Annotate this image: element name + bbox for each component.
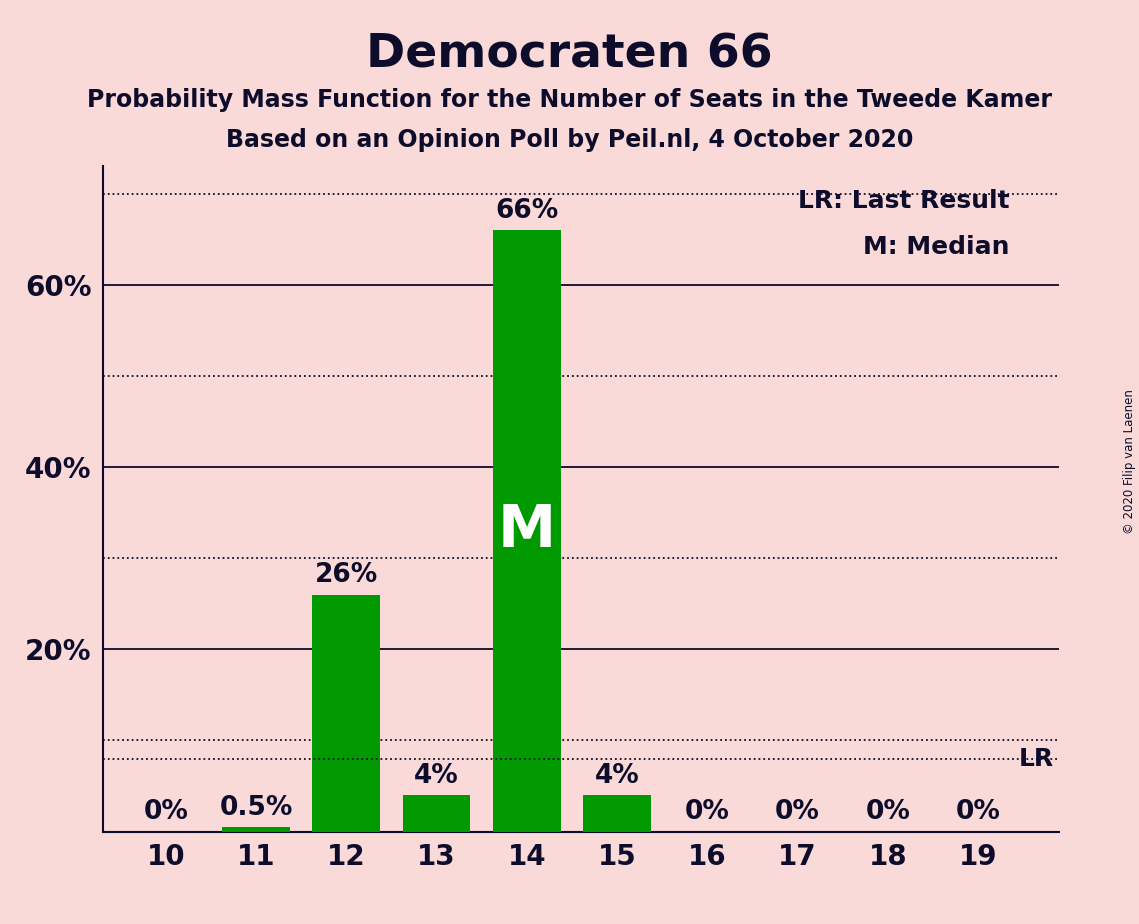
- Text: M: Median: M: Median: [863, 235, 1009, 259]
- Text: LR: LR: [1018, 747, 1054, 771]
- Text: LR: Last Result: LR: Last Result: [798, 189, 1009, 213]
- Text: Based on an Opinion Poll by Peil.nl, 4 October 2020: Based on an Opinion Poll by Peil.nl, 4 O…: [226, 128, 913, 152]
- Text: 4%: 4%: [595, 763, 639, 789]
- Text: 0.5%: 0.5%: [220, 795, 293, 821]
- Text: Democraten 66: Democraten 66: [366, 32, 773, 78]
- Text: 0%: 0%: [956, 799, 1000, 825]
- Text: 26%: 26%: [314, 563, 378, 589]
- Text: 4%: 4%: [415, 763, 459, 789]
- Text: 0%: 0%: [866, 799, 910, 825]
- Bar: [493, 230, 560, 832]
- Bar: [312, 595, 380, 832]
- Bar: [222, 827, 289, 832]
- Text: 0%: 0%: [685, 799, 730, 825]
- Text: © 2020 Filip van Laenen: © 2020 Filip van Laenen: [1123, 390, 1137, 534]
- Bar: [583, 796, 650, 832]
- Text: 0%: 0%: [775, 799, 820, 825]
- Text: 66%: 66%: [495, 198, 558, 224]
- Text: M: M: [498, 503, 556, 559]
- Text: Probability Mass Function for the Number of Seats in the Tweede Kamer: Probability Mass Function for the Number…: [87, 88, 1052, 112]
- Bar: [402, 796, 470, 832]
- Text: 0%: 0%: [144, 799, 188, 825]
